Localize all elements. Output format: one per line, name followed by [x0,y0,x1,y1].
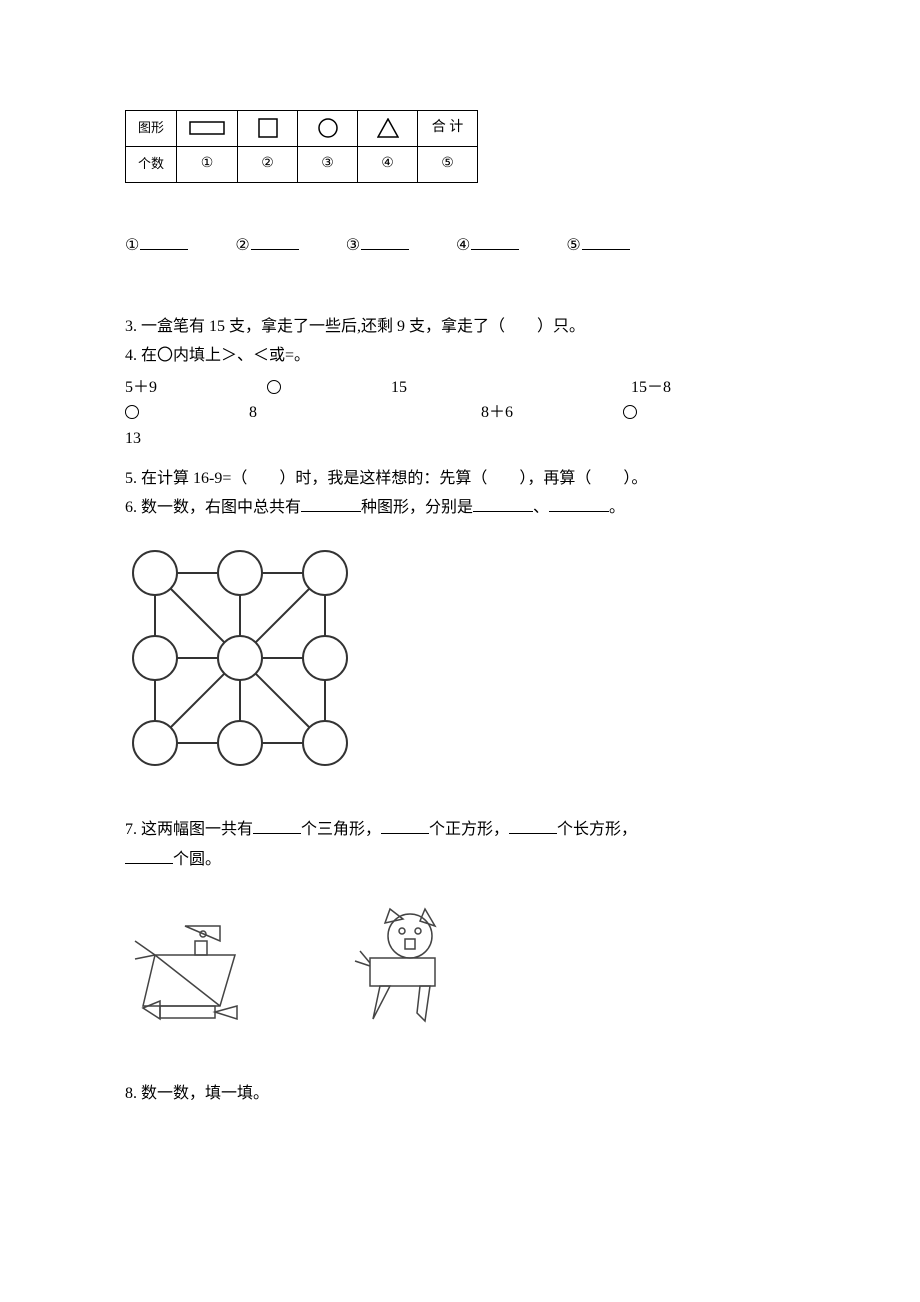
q7-blank-2[interactable] [381,818,429,834]
grid-circles-figure [125,543,795,782]
question-5: 5. 在计算 16-9=（ ）时，我是这样想的：先算（ ），再算（ ）。 [125,466,795,492]
cell-4: ④ [358,147,418,183]
q6-blank-1[interactable] [301,496,361,512]
q6-mid1: 种图形，分别是 [361,499,473,516]
shape-triangle-cell [358,111,418,147]
shape-circle-cell [298,111,358,147]
blank-2[interactable] [251,234,299,250]
compare-circle-icon[interactable] [267,380,281,394]
q4-e1b: 15 [391,379,407,396]
animal-figures [125,901,795,1031]
question-6: 6. 数一数，右图中总共有 种图形，分别是 、 。 [125,495,795,521]
q7-p3: 个长方形， [557,821,637,838]
q4-e1a: 5＋9 [125,379,157,396]
compare-circle-icon[interactable] [623,405,637,419]
blank-3[interactable] [361,234,409,250]
q7-prefix: 7. 这两幅图一共有 [125,821,253,838]
q4-e3b: 13 [125,430,141,447]
question-7: 7. 这两幅图一共有 个三角形， 个正方形， 个长方形， [125,817,795,843]
shape-count-table: 图形 合 计 个数 ① ② ③ ④ ⑤ [125,110,478,183]
q7-blank-4[interactable] [125,848,173,864]
compare-circle-icon[interactable] [125,405,139,419]
q4-e3a: 8＋6 [481,404,513,421]
ans-label-4: ④ [456,237,471,254]
q6-blank-3[interactable] [549,496,609,512]
blank-5[interactable] [582,234,630,250]
q7-blank-1[interactable] [253,818,301,834]
question-4-exprs: 5＋9 15 15－8 8 8＋6 13 [125,375,795,452]
q4-e2a: 15－8 [631,379,671,396]
q7-p1: 个三角形， [301,821,381,838]
ans-label-1: ① [125,237,140,254]
q6-blank-2[interactable] [473,496,533,512]
cell-2: ② [238,147,298,183]
total-header: 合 计 [418,111,478,147]
q6-sep: 、 [533,499,549,516]
question-3: 3. 一盒笔有 15 支，拿走了一些后,还剩 9 支，拿走了（ ）只。 [125,314,795,340]
cat-figure [325,901,475,1031]
q6-suffix: 。 [609,499,625,516]
blank-4[interactable] [471,234,519,250]
question-8: 8. 数一数，填一填。 [125,1081,795,1107]
answers-row: ① ② ③ ④ ⑤ [125,233,795,259]
ans-label-3: ③ [346,237,361,254]
question-7-line2: 个圆。 [125,847,795,873]
row2-label: 个数 [126,147,177,183]
shape-square-cell [238,111,298,147]
cell-1: ① [177,147,238,183]
shape-rect-cell [177,111,238,147]
q4-e2b: 8 [249,404,257,421]
ans-label-2: ② [235,237,250,254]
cell-5: ⑤ [418,147,478,183]
question-4-label: 4. 在〇内填上＞、＜或=。 [125,343,795,369]
blank-1[interactable] [140,234,188,250]
q7-blank-3[interactable] [509,818,557,834]
q7-p2: 个正方形， [429,821,509,838]
q6-prefix: 6. 数一数，右图中总共有 [125,499,301,516]
row1-label: 图形 [126,111,177,147]
bird-figure [125,911,275,1031]
q7-p4: 个圆。 [173,851,221,868]
cell-3: ③ [298,147,358,183]
ans-label-5: ⑤ [566,237,581,254]
